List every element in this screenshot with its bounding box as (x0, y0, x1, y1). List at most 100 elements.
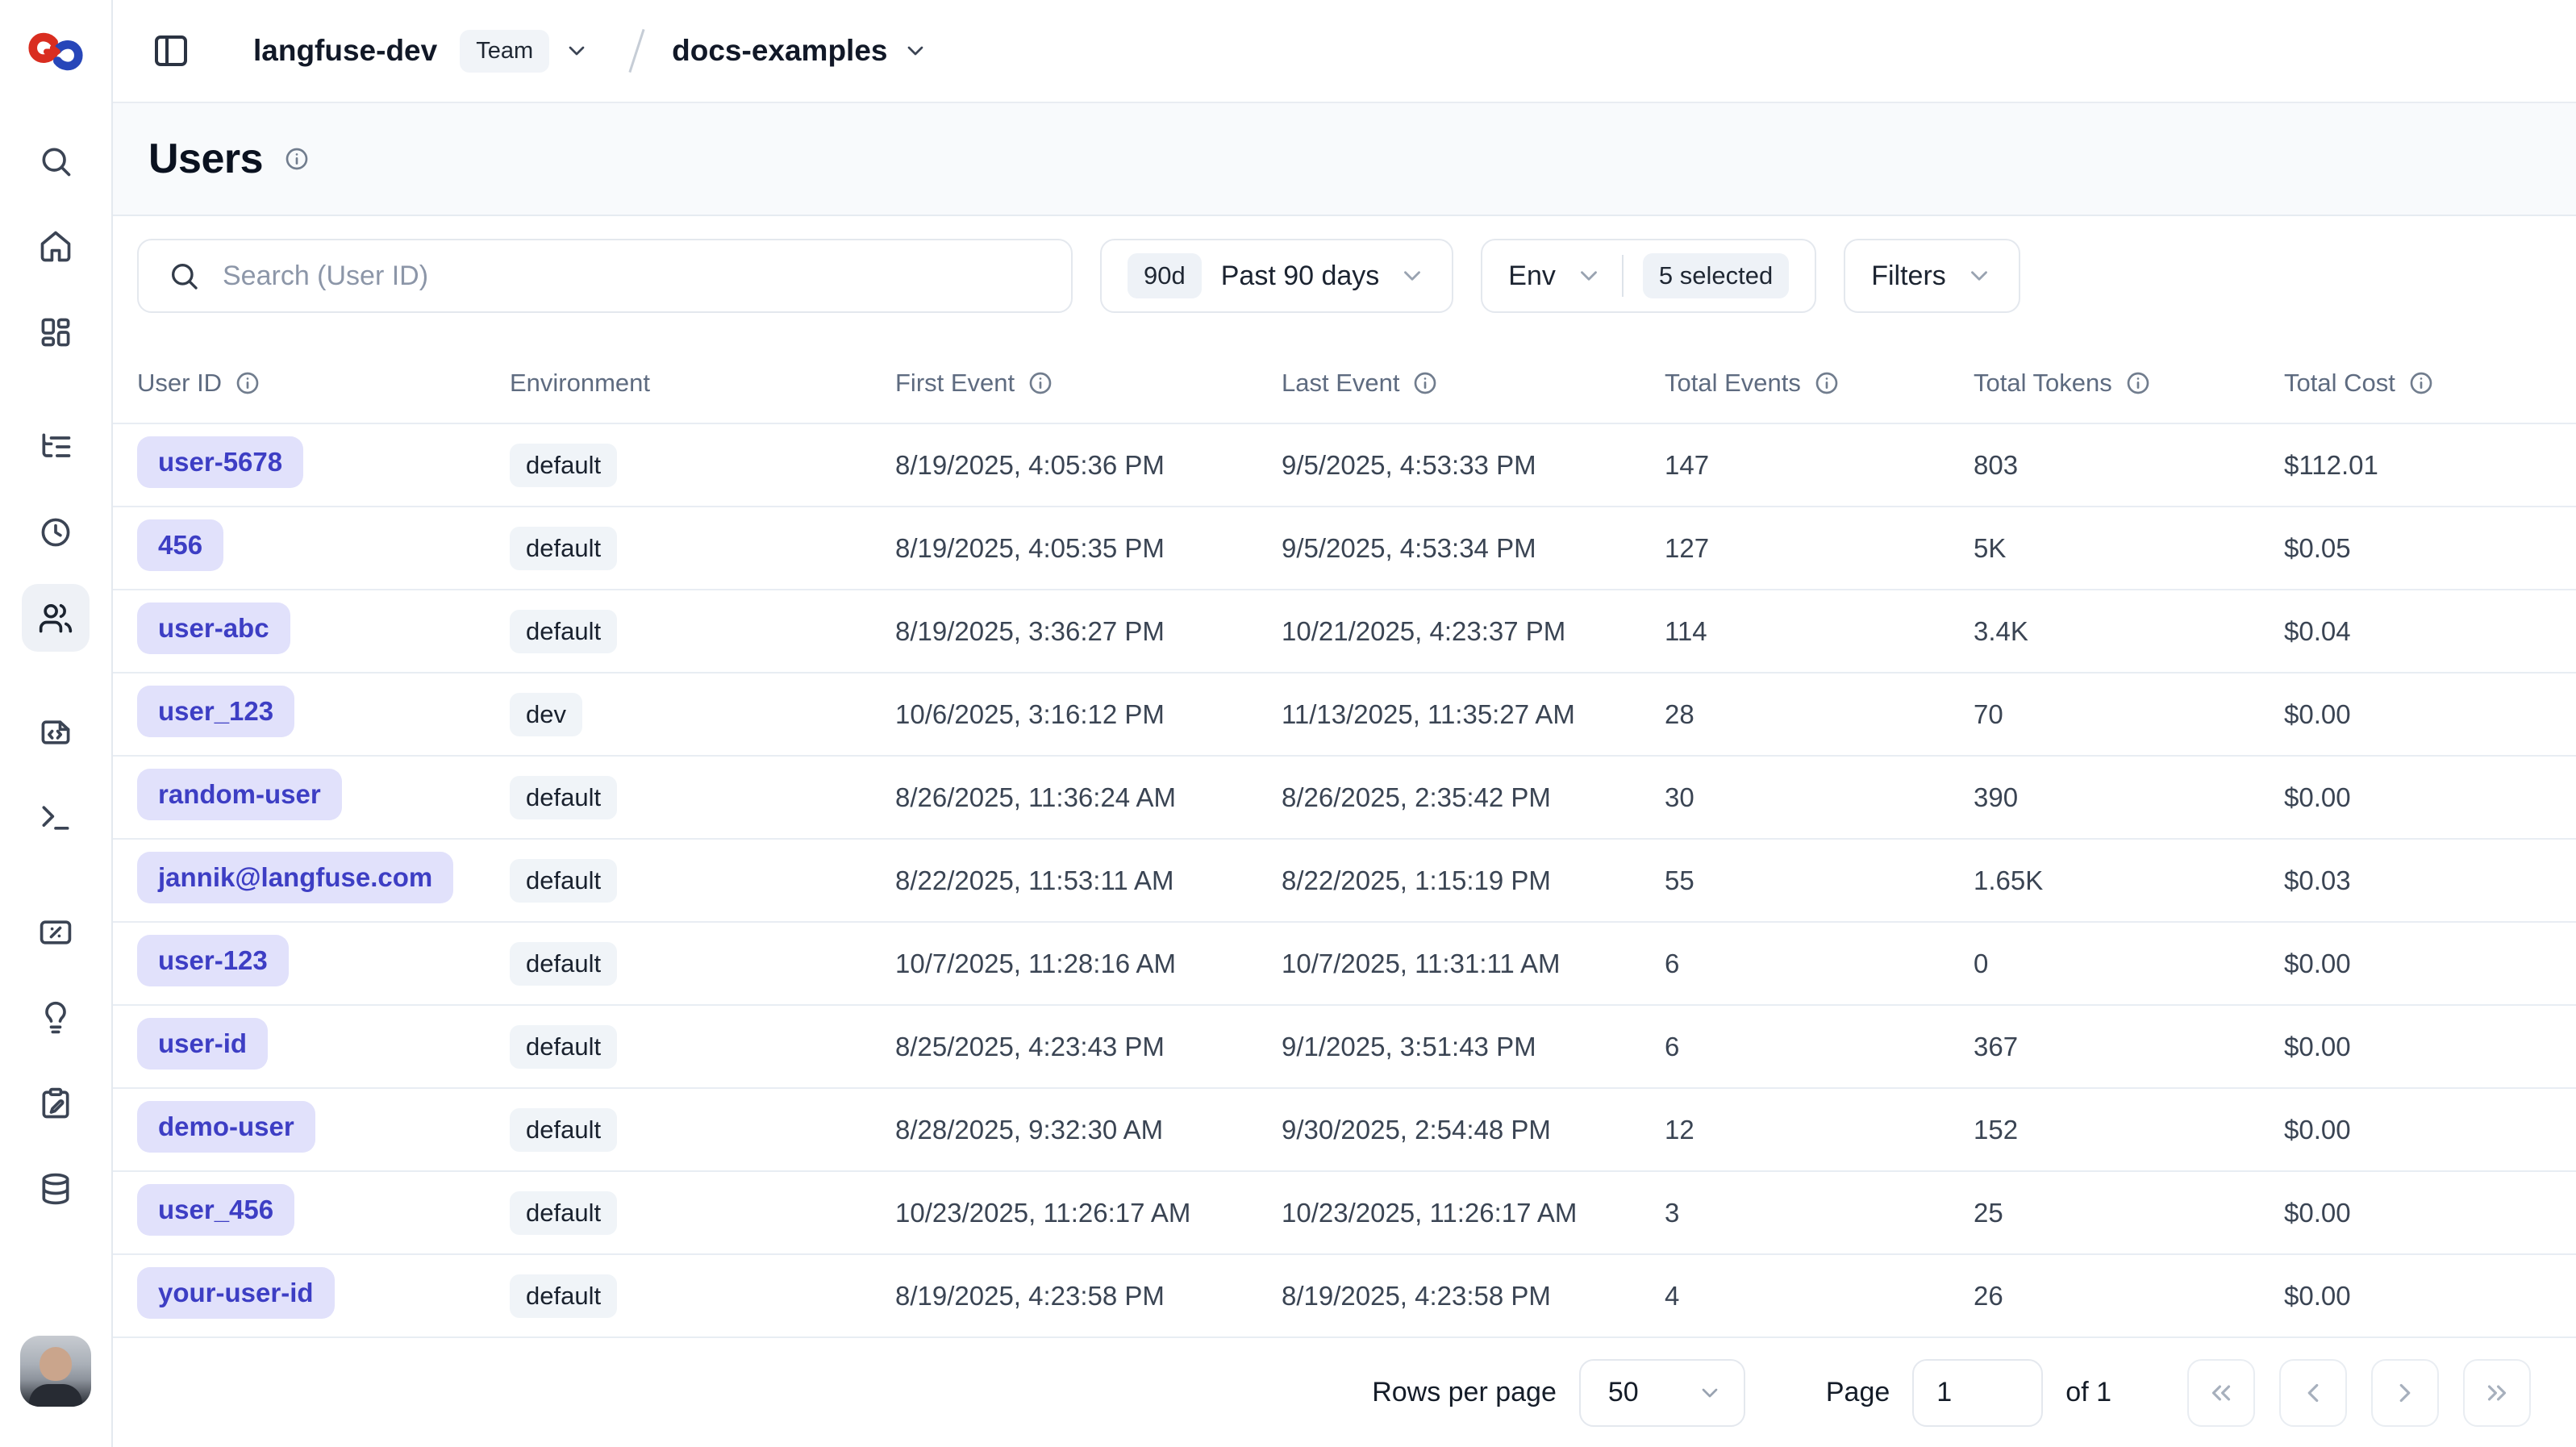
column-header-total-tokens[interactable]: Total Tokens (1974, 369, 2284, 398)
project-switcher-button[interactable] (902, 38, 928, 64)
column-header-user-id[interactable]: User ID (137, 369, 510, 398)
environment-badge: dev (510, 692, 582, 736)
page-title: Users (148, 136, 264, 182)
table-row[interactable]: user_456 default 10/23/2025, 11:26:17 AM 10… (113, 1172, 2576, 1255)
chevron-right-icon (2390, 1378, 2420, 1408)
rows-per-page-select[interactable]: 50 (1578, 1358, 1745, 1427)
table-row[interactable]: user_123 dev 10/6/2025, 3:16:12 PM 11/13/20… (113, 673, 2576, 757)
main-area: langfuse-dev Team docs-examples Users (113, 0, 2576, 1447)
table-row[interactable]: user-5678 default 8/19/2025, 4:05:36 PM 9/5… (113, 424, 2576, 507)
user-id-badge[interactable]: user-id (137, 1017, 269, 1070)
last-event-cell: 9/5/2025, 4:53:33 PM (1282, 449, 1536, 480)
info-icon[interactable] (284, 146, 310, 172)
page-of-label: of 1 (2065, 1377, 2111, 1407)
sidebar-item-prompts[interactable] (22, 698, 90, 766)
total-events-cell: 55 (1665, 865, 1694, 895)
last-page-button[interactable] (2463, 1358, 2531, 1427)
langfuse-logo[interactable] (0, 0, 111, 103)
user-id-badge[interactable]: 456 (137, 519, 224, 571)
filters-button[interactable]: Filters (1844, 239, 2020, 313)
sidebar-item-datasets[interactable] (22, 1155, 90, 1223)
sidebar-item-insights[interactable] (22, 984, 90, 1052)
sidebar-item-tracing[interactable] (22, 413, 90, 481)
user-id-cell: 456 (137, 519, 510, 578)
info-icon (235, 370, 261, 396)
filter-bar: 90d Past 90 days Env 5 selected Filters (137, 239, 2544, 313)
column-header-last-event[interactable]: Last Event (1282, 369, 1665, 398)
column-label: Total Cost (2284, 369, 2395, 397)
total-cost-cell: $0.00 (2284, 1280, 2351, 1311)
table-row[interactable]: user-123 default 10/7/2025, 11:28:16 AM 10/… (113, 923, 2576, 1006)
user-id-badge[interactable]: random-user (137, 768, 342, 820)
total-cost-cell: $0.05 (2284, 532, 2351, 563)
sidebar-item-dashboards[interactable] (22, 298, 90, 366)
environment-badge: default (510, 1024, 618, 1069)
next-page-button[interactable] (2371, 1358, 2439, 1427)
total-events-cell: 127 (1665, 532, 1710, 563)
breadcrumb-project[interactable]: docs-examples (672, 34, 888, 67)
column-header-total-events[interactable]: Total Events (1665, 369, 1974, 398)
user-id-badge[interactable]: user-123 (137, 934, 289, 986)
column-header-environment[interactable]: Environment (510, 369, 895, 398)
user-id-badge[interactable]: user-5678 (137, 436, 304, 488)
sidebar-item-annotation[interactable] (22, 1070, 90, 1137)
breadcrumb-org[interactable]: langfuse-dev (253, 34, 438, 67)
user-id-badge[interactable]: user_456 (137, 1183, 295, 1236)
layout-dashboard-icon (38, 315, 73, 350)
first-event-cell: 8/26/2025, 11:36:24 AM (895, 782, 1176, 812)
total-events-cell: 4 (1665, 1280, 1680, 1311)
chevron-down-icon (1398, 262, 1426, 290)
column-header-first-event[interactable]: First Event (895, 369, 1282, 398)
total-cost-cell: $0.04 (2284, 615, 2351, 646)
user-id-cell: user-123 (137, 934, 510, 993)
chevron-down-icon (1965, 262, 1993, 290)
first-page-button[interactable] (2187, 1358, 2255, 1427)
environment-cell: default (510, 1107, 895, 1152)
environment-badge: default (510, 775, 618, 819)
table-row[interactable]: demo-user default 8/28/2025, 9:32:30 AM 9/3… (113, 1089, 2576, 1172)
environment-cell: default (510, 1024, 895, 1069)
page-number-input[interactable] (1912, 1358, 2044, 1427)
sidebar-item-evaluation[interactable] (22, 899, 90, 966)
sidebar-item-users[interactable] (22, 584, 90, 652)
sidebar-item-playground[interactable] (22, 784, 90, 852)
table-row[interactable]: user-id default 8/25/2025, 4:23:43 PM 9/1/2… (113, 1006, 2576, 1089)
org-switcher-button[interactable] (564, 38, 590, 64)
environment-cell: default (510, 941, 895, 986)
environment-badge: default (510, 1107, 618, 1152)
table-row[interactable]: your-user-id default 8/19/2025, 4:23:58 PM… (113, 1255, 2576, 1338)
sidebar-item-home[interactable] (22, 213, 90, 281)
langfuse-logo-icon (26, 22, 85, 81)
topbar: langfuse-dev Team docs-examples (113, 0, 2576, 103)
chevron-down-icon (1575, 262, 1603, 290)
table-row[interactable]: user-abc default 8/19/2025, 3:36:27 PM 10/2… (113, 590, 2576, 673)
info-icon (2408, 370, 2434, 396)
last-event-cell: 8/19/2025, 4:23:58 PM (1282, 1280, 1551, 1311)
table-row[interactable]: random-user default 8/26/2025, 11:36:24 AM… (113, 757, 2576, 840)
previous-page-button[interactable] (2279, 1358, 2347, 1427)
user-id-badge[interactable]: jannik@langfuse.com (137, 851, 454, 903)
table-row[interactable]: jannik@langfuse.com default 8/22/2025, 11:… (113, 840, 2576, 923)
search-icon (38, 144, 73, 179)
total-events-cell: 6 (1665, 948, 1680, 978)
environment-badge: default (510, 526, 618, 570)
environment-badge: default (510, 858, 618, 903)
time-range-button[interactable]: 90d Past 90 days (1100, 239, 1454, 313)
user-id-badge[interactable]: user_123 (137, 685, 295, 737)
sidebar-item-search[interactable] (22, 127, 90, 195)
user-id-badge[interactable]: demo-user (137, 1100, 315, 1153)
total-tokens-cell: 26 (1974, 1280, 2003, 1311)
chevron-down-icon (1697, 1380, 1723, 1406)
environment-filter-button[interactable]: Env 5 selected (1481, 239, 1817, 313)
table-body: user-5678 default 8/19/2025, 4:05:36 PM 9/5… (113, 424, 2576, 1338)
user-id-cell: your-user-id (137, 1266, 510, 1325)
table-row[interactable]: 456 default 8/19/2025, 4:05:35 PM 9/5/2025,… (113, 507, 2576, 590)
total-events-cell: 114 (1665, 615, 1707, 646)
user-id-badge[interactable]: user-abc (137, 602, 290, 654)
sidebar-item-sessions[interactable] (22, 498, 90, 566)
search-input[interactable] (223, 260, 1047, 292)
sidebar-toggle-button[interactable] (145, 25, 197, 77)
column-header-total-cost[interactable]: Total Cost (2284, 369, 2576, 398)
user-avatar[interactable] (20, 1336, 91, 1407)
user-id-badge[interactable]: your-user-id (137, 1266, 335, 1319)
